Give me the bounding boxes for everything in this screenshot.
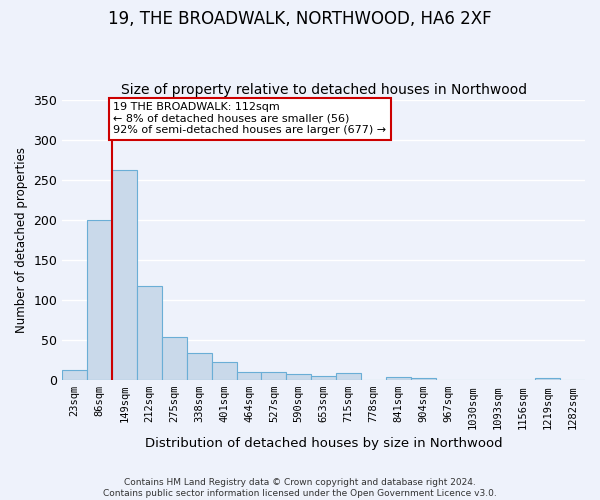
Bar xyxy=(236,372,262,380)
Bar xyxy=(137,286,162,380)
Bar xyxy=(311,376,336,380)
Bar xyxy=(162,337,187,380)
Title: Size of property relative to detached houses in Northwood: Size of property relative to detached ho… xyxy=(121,83,527,97)
X-axis label: Distribution of detached houses by size in Northwood: Distribution of detached houses by size … xyxy=(145,437,502,450)
Bar xyxy=(187,353,212,380)
Text: Contains HM Land Registry data © Crown copyright and database right 2024.
Contai: Contains HM Land Registry data © Crown c… xyxy=(103,478,497,498)
Bar xyxy=(262,372,286,380)
Bar xyxy=(212,362,236,380)
Bar xyxy=(62,370,87,380)
Y-axis label: Number of detached properties: Number of detached properties xyxy=(15,147,28,333)
Text: 19, THE BROADWALK, NORTHWOOD, HA6 2XF: 19, THE BROADWALK, NORTHWOOD, HA6 2XF xyxy=(108,10,492,28)
Text: 19 THE BROADWALK: 112sqm
← 8% of detached houses are smaller (56)
92% of semi-de: 19 THE BROADWALK: 112sqm ← 8% of detache… xyxy=(113,102,386,135)
Bar xyxy=(286,374,311,380)
Bar xyxy=(535,378,560,380)
Bar xyxy=(411,378,436,380)
Bar xyxy=(386,377,411,380)
Bar xyxy=(336,373,361,380)
Bar xyxy=(87,220,112,380)
Bar xyxy=(112,170,137,380)
